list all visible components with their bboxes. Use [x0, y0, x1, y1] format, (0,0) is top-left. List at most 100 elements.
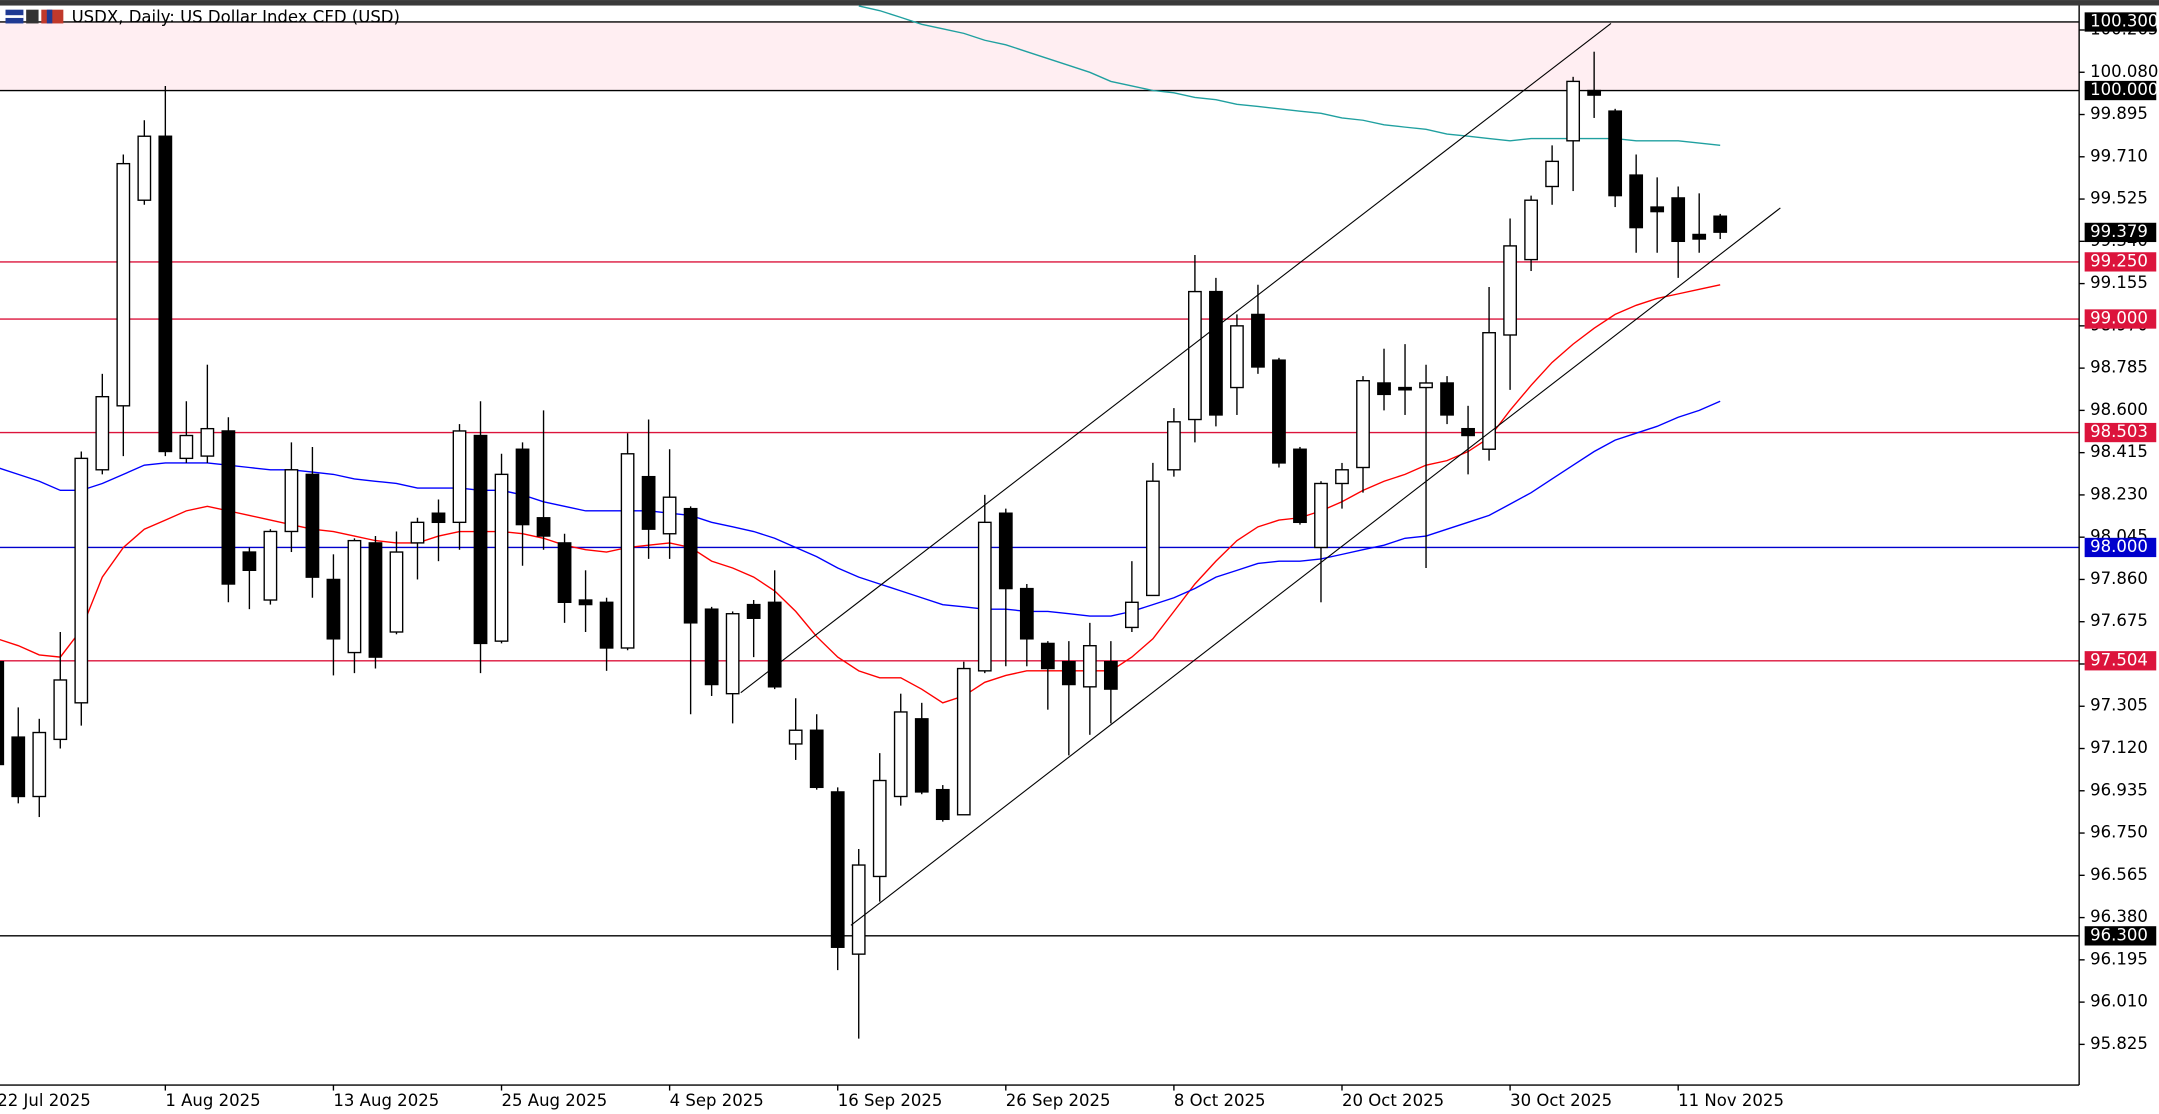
plot-area: [0, 5, 2080, 1039]
x-tick-label: 8 Oct 2025: [1174, 1091, 1266, 1110]
candle-body: [1587, 89, 1602, 96]
candle-body: [74, 457, 89, 704]
y-tick-label: 98.600: [2090, 400, 2148, 419]
y-tick-label: 96.565: [2090, 865, 2148, 884]
candle-body: [1314, 482, 1328, 549]
x-tick-label: 30 Oct 2025: [1510, 1091, 1612, 1110]
level-label-box: [2084, 651, 2157, 671]
y-tick-label: 96.195: [2090, 949, 2148, 968]
y-tick-label: 97.860: [2090, 569, 2148, 588]
y-tick-label: 97.675: [2090, 611, 2148, 630]
y-tick-label: 99.525: [2090, 189, 2148, 208]
candle-body: [1608, 110, 1623, 197]
level-label-box: [2084, 537, 2157, 558]
x-tick-label: 22 Jul 2025: [0, 1091, 91, 1110]
level-label: 97.504: [2090, 650, 2148, 669]
candle-body: [1671, 197, 1686, 243]
candle-body: [536, 517, 551, 537]
level-label: 98.000: [2090, 537, 2148, 556]
candle-body: [1272, 359, 1286, 464]
x-tick-label: 26 Sep 2025: [1006, 1091, 1111, 1110]
candle-body: [998, 512, 1013, 590]
channel-upper: [740, 23, 1612, 694]
x-tick-label: 20 Oct 2025: [1342, 1091, 1444, 1110]
candle-body: [95, 395, 110, 471]
candle-body: [473, 434, 488, 645]
candle-body: [767, 601, 782, 688]
time-axis: [0, 1085, 2080, 1114]
candle-body: [830, 791, 845, 948]
symbol-icon: [5, 9, 64, 24]
candle-body: [11, 736, 26, 798]
candle-body: [1230, 325, 1244, 389]
candle-body: [1251, 313, 1265, 368]
candle-body: [1713, 215, 1728, 233]
candle-body: [1461, 427, 1475, 437]
candle-body: [179, 434, 194, 460]
y-tick-label: 96.380: [2090, 907, 2148, 926]
candle-body: [1524, 199, 1538, 261]
candle-body: [1146, 480, 1160, 597]
candle-body: [1398, 386, 1412, 391]
x-tick-label: 1 Aug 2025: [165, 1091, 260, 1110]
candle-body: [284, 469, 299, 533]
candle-body: [494, 473, 509, 642]
candle-body: [431, 512, 446, 524]
candle-body: [263, 530, 278, 601]
candle-body: [368, 542, 383, 658]
candle-body: [410, 521, 425, 544]
candle-body: [914, 718, 929, 793]
level-label: 98.503: [2090, 422, 2148, 441]
candle-body: [137, 135, 152, 201]
candle-body: [53, 679, 68, 741]
candle-body: [1503, 245, 1517, 336]
candle-body: [1440, 382, 1454, 416]
candle-body: [389, 551, 404, 633]
candle-body: [1061, 661, 1076, 686]
top-bar: [0, 0, 2159, 6]
candle-body: [872, 779, 887, 878]
candle-body: [1545, 160, 1559, 188]
x-tick-label: 25 Aug 2025: [502, 1091, 608, 1110]
y-tick-label: 98.230: [2090, 484, 2148, 503]
y-tick-label: 97.305: [2090, 696, 2148, 715]
moving-average: [0, 400, 1721, 617]
y-tick-label: 99.895: [2090, 104, 2148, 123]
level-label-box: [2084, 309, 2157, 329]
candle-body: [1482, 332, 1496, 450]
candle-body: [662, 496, 677, 535]
y-tick-label: 100.080: [2090, 62, 2158, 81]
y-tick-label: 96.010: [2090, 992, 2148, 1011]
candle-body: [1692, 233, 1707, 240]
candle-body: [452, 430, 467, 524]
candle-body: [242, 551, 257, 572]
candle-body: [1082, 645, 1097, 688]
candle-body: [599, 601, 614, 649]
price-axis: [2079, 5, 2159, 1114]
candle-body: [1124, 601, 1139, 629]
last-price-box: [2084, 222, 2157, 243]
candle-body: [1377, 382, 1391, 396]
candle-body: [1209, 290, 1223, 416]
x-tick-label: 13 Aug 2025: [333, 1091, 439, 1110]
candle-body: [1335, 469, 1349, 485]
y-tick-label: 97.120: [2090, 738, 2148, 757]
level-label: 99.250: [2090, 251, 2148, 270]
candle-body: [1167, 421, 1181, 471]
candle-body: [557, 542, 572, 603]
candle-body: [578, 599, 593, 606]
candle-body: [347, 539, 362, 654]
candle-body: [683, 507, 698, 624]
candle-body: [935, 788, 950, 821]
candle-body: [641, 475, 656, 530]
candle-body: [851, 864, 866, 955]
candle-body: [725, 613, 740, 695]
level-label: 100.000: [2090, 80, 2158, 99]
channel-lower: [850, 207, 1781, 926]
candle-body: [1419, 382, 1433, 389]
candle-body: [1188, 290, 1202, 421]
x-tick-label: 16 Sep 2025: [838, 1091, 943, 1110]
last-price-label: 99.379: [2090, 222, 2148, 241]
candle-body: [704, 608, 719, 686]
